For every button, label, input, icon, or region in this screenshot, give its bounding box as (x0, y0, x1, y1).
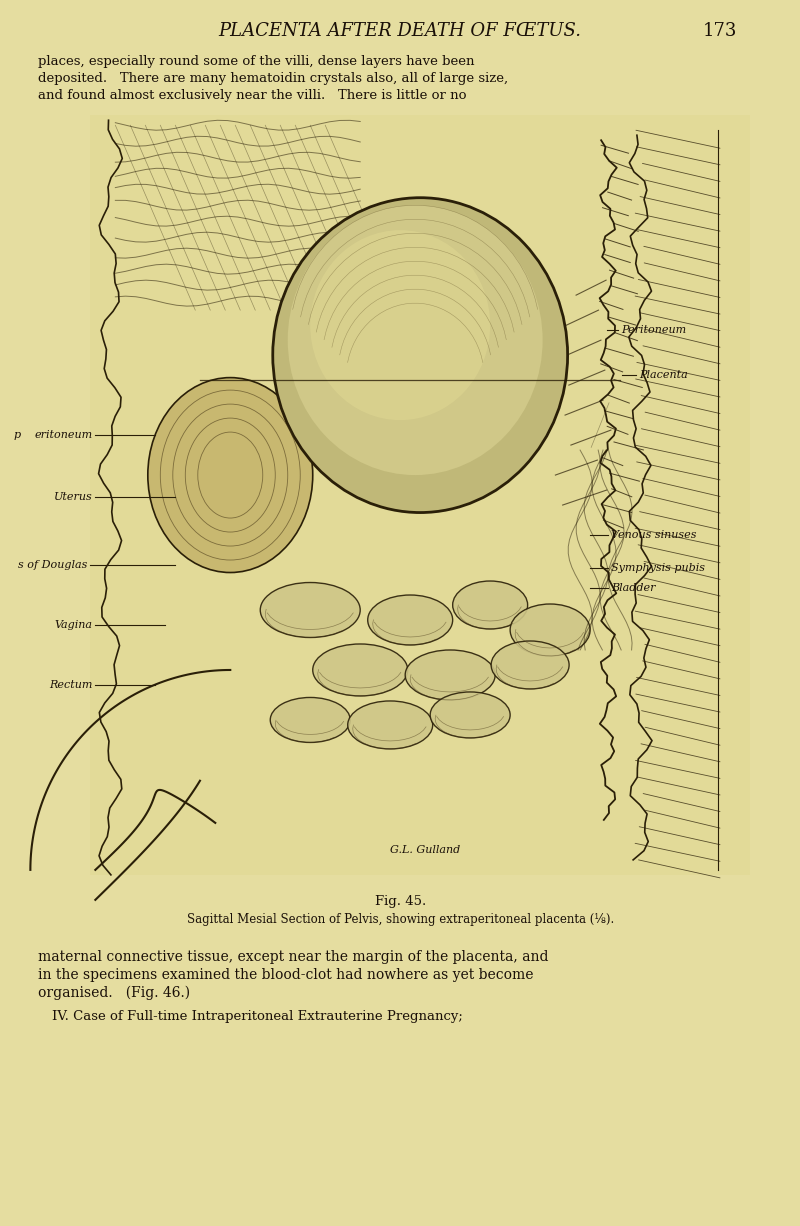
Text: Rectum: Rectum (49, 680, 92, 690)
Ellipse shape (260, 582, 360, 638)
Text: p: p (14, 430, 21, 440)
Text: IV. Case of Full-time Intraperitoneal Extrauterine Pregnancy;: IV. Case of Full-time Intraperitoneal Ex… (52, 1010, 463, 1022)
Text: Uterus: Uterus (54, 492, 92, 503)
Text: deposited.   There are many hematoidin crystals also, all of large size,: deposited. There are many hematoidin cry… (38, 72, 509, 86)
Text: places, especially round some of the villi, dense layers have been: places, especially round some of the vil… (38, 55, 475, 69)
Ellipse shape (313, 644, 408, 696)
Text: 173: 173 (703, 22, 738, 40)
Ellipse shape (288, 205, 542, 474)
Ellipse shape (368, 595, 453, 645)
Text: Symphysis pubis: Symphysis pubis (611, 563, 705, 573)
Text: Placenta: Placenta (639, 370, 688, 380)
Text: in the specimens examined the blood-clot had nowhere as yet become: in the specimens examined the blood-clot… (38, 967, 534, 982)
FancyArrowPatch shape (591, 402, 609, 447)
Text: G.L. Gulland: G.L. Gulland (390, 845, 461, 855)
Text: Fig. 45.: Fig. 45. (374, 895, 426, 908)
Ellipse shape (148, 378, 313, 573)
Ellipse shape (491, 641, 569, 689)
Text: PLACENTA AFTER DEATH OF FŒTUS.: PLACENTA AFTER DEATH OF FŒTUS. (218, 22, 582, 40)
Text: Vagina: Vagina (54, 620, 92, 630)
Ellipse shape (405, 650, 495, 700)
Text: Sagittal Mesial Section of Pelvis, showing extraperitoneal placenta (⅛).: Sagittal Mesial Section of Pelvis, showi… (186, 913, 614, 926)
Text: maternal connective tissue, except near the margin of the placenta, and: maternal connective tissue, except near … (38, 950, 549, 964)
Ellipse shape (273, 197, 568, 512)
Text: and found almost exclusively near the villi.   There is little or no: and found almost exclusively near the vi… (38, 89, 467, 102)
Text: eritoneum: eritoneum (34, 430, 92, 440)
Text: Bladder: Bladder (611, 584, 655, 593)
Ellipse shape (510, 604, 590, 656)
Ellipse shape (270, 698, 350, 743)
Text: Venous sinuses: Venous sinuses (611, 530, 697, 539)
Ellipse shape (430, 691, 510, 738)
Text: s of Douglas: s of Douglas (18, 560, 87, 570)
Text: organised.   (Fig. 46.): organised. (Fig. 46.) (38, 986, 190, 1000)
Text: Peritoneum: Peritoneum (621, 325, 686, 335)
Ellipse shape (453, 581, 528, 629)
Bar (90, 115, 750, 875)
Ellipse shape (310, 230, 490, 421)
Ellipse shape (348, 701, 433, 749)
